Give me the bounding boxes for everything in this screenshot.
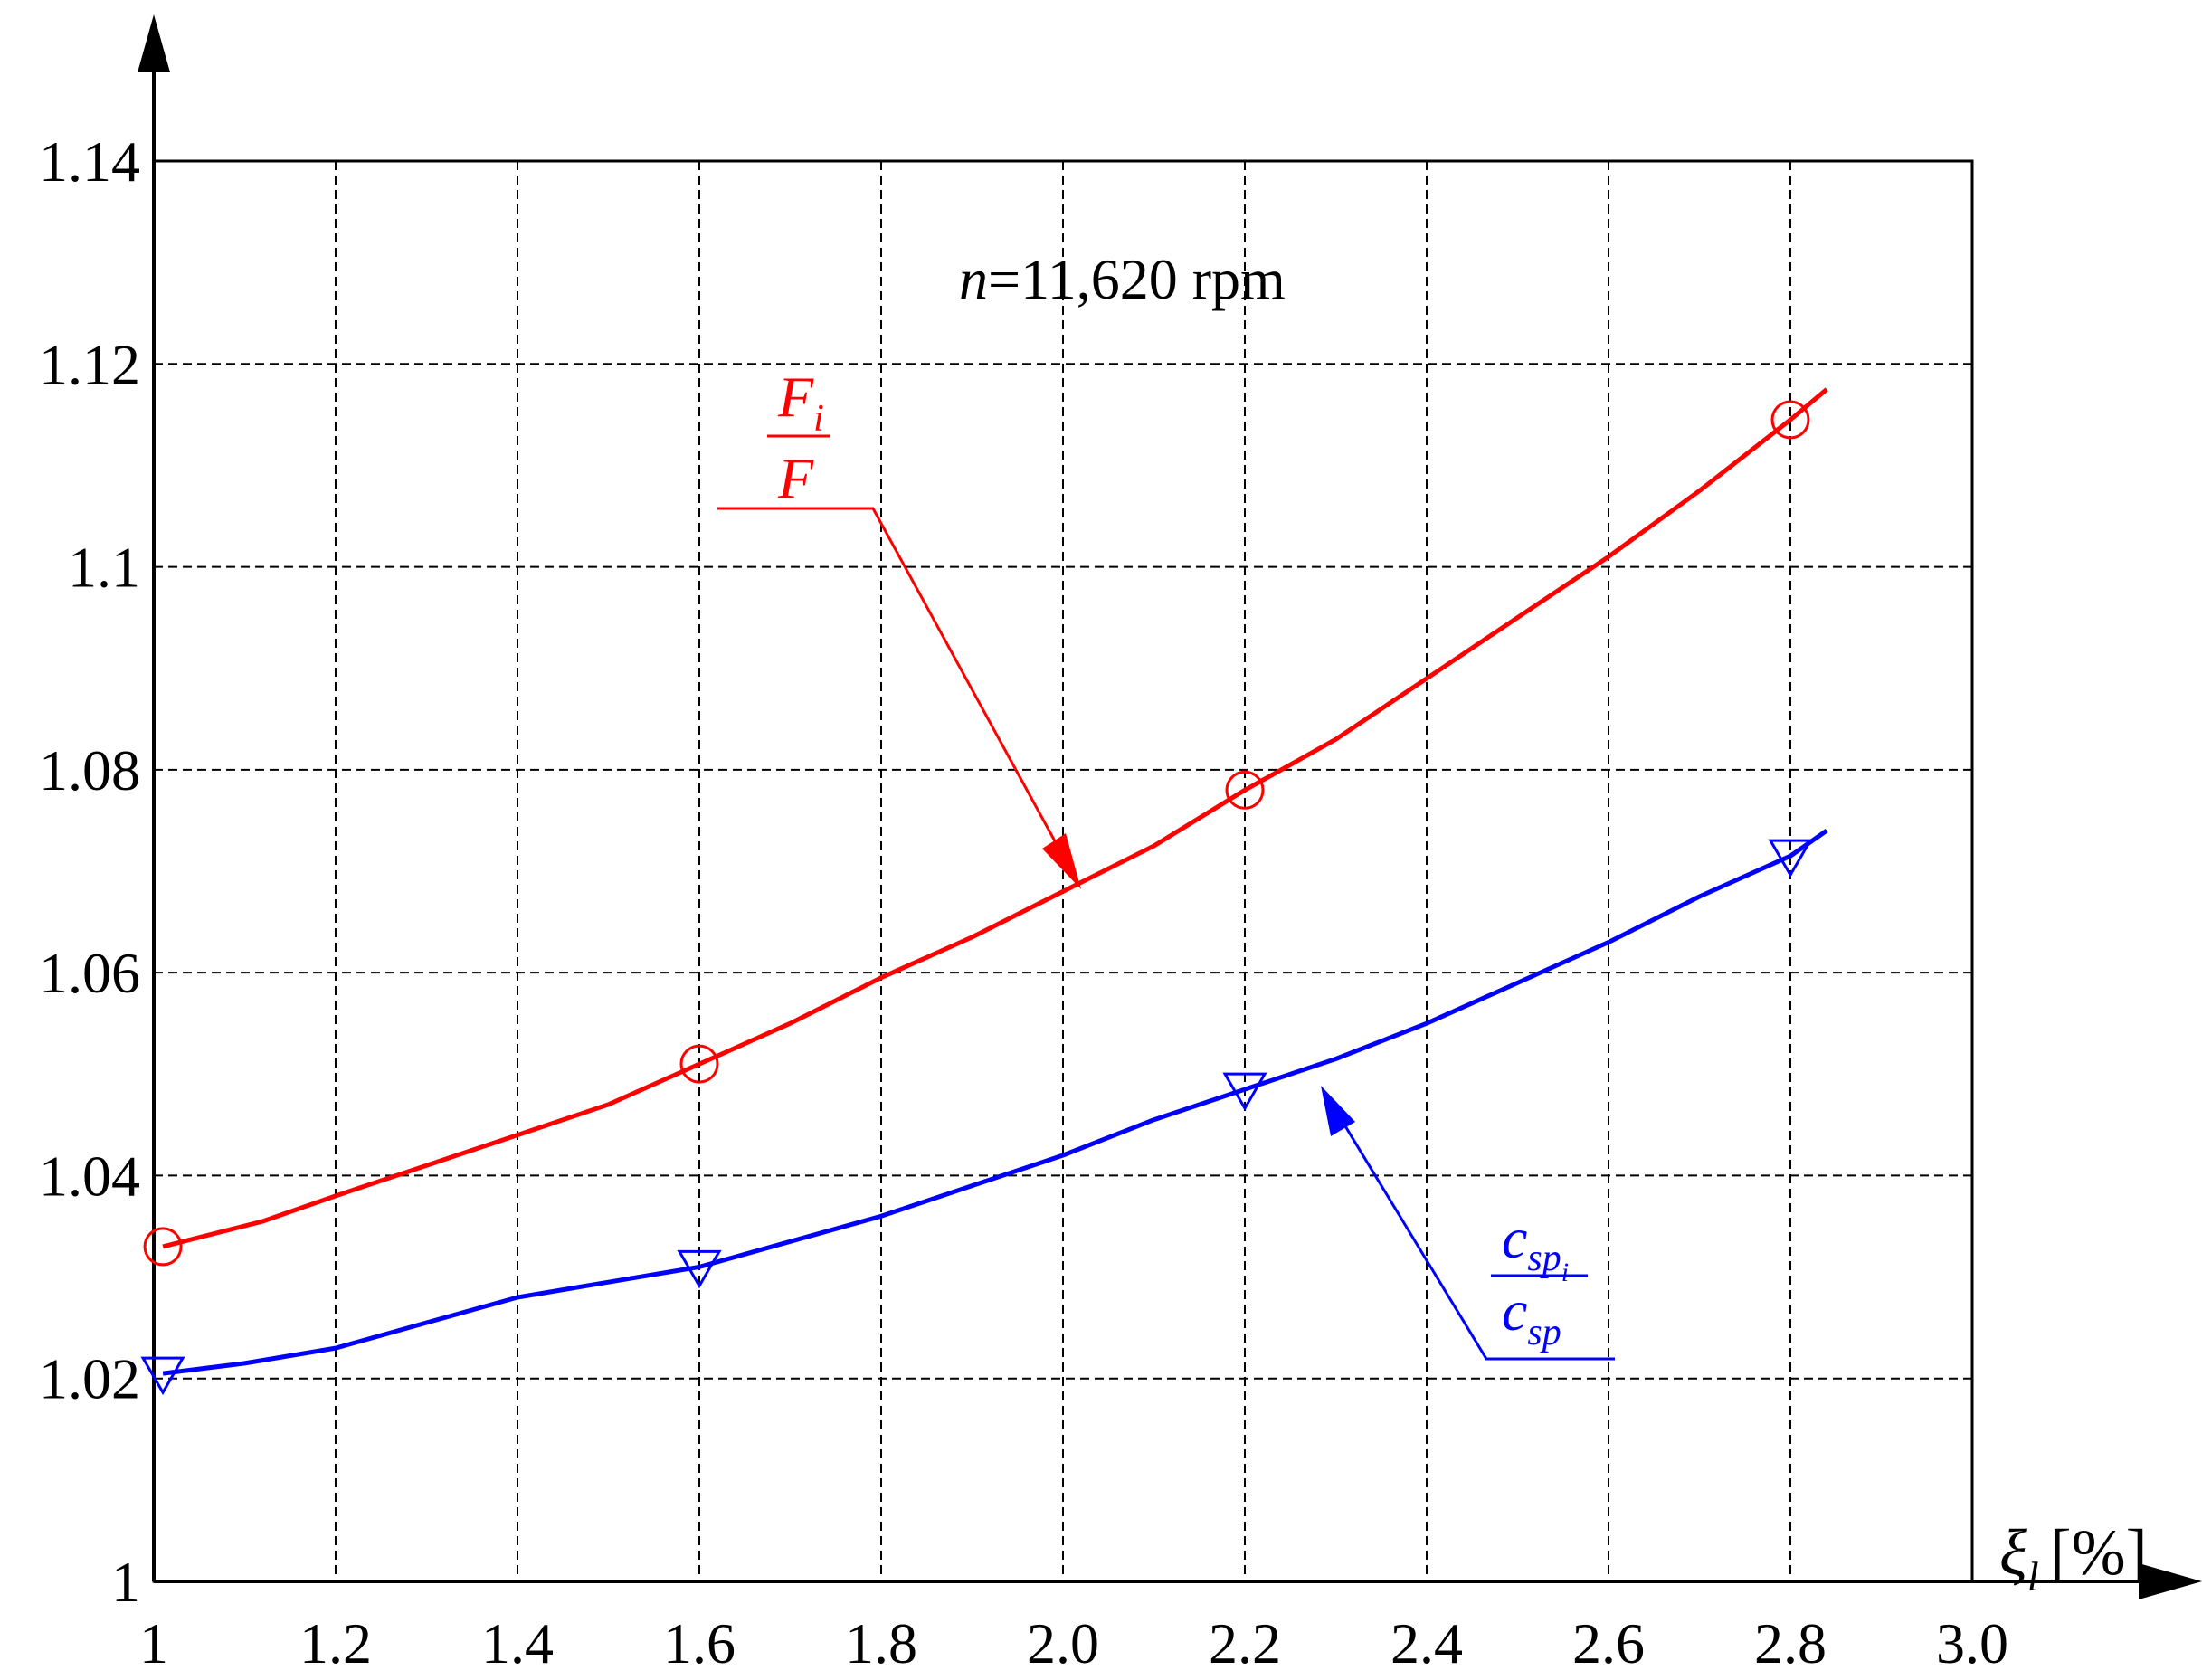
stiffness-ratio-arrowhead: [1321, 1086, 1355, 1136]
stiffness-ratio-marker: [677, 1249, 722, 1289]
force-ratio-marker: [143, 1227, 183, 1267]
y-tick-label: 1.08: [39, 738, 140, 802]
y-tick-label: 1.06: [39, 941, 140, 1005]
x-axis-arrowhead: [2139, 1563, 2202, 1599]
force-ratio-leader-line: [717, 507, 1077, 878]
x-axis-label: ξl [%]: [1999, 1516, 2148, 1599]
y-tick-label: 1.14: [39, 129, 140, 194]
stiffness-ratio-marker: [1768, 839, 1813, 878]
speed-annotation: n=11,620 rpm: [959, 247, 1286, 311]
x-tick-label: 2.8: [1754, 1611, 1827, 1675]
stiffness-ratio-leader-line: [1333, 1107, 1615, 1361]
gridlines: [154, 161, 1972, 1581]
x-tick-label: 2.6: [1572, 1611, 1645, 1675]
force-ratio-numerator: Fi: [777, 365, 824, 440]
y-tick-label: 1.1: [68, 536, 140, 600]
force-ratio-label: Fi F: [717, 365, 1081, 889]
y-tick-label: 1.12: [39, 332, 140, 396]
x-tick-label: 2.0: [1027, 1611, 1099, 1675]
force-ratio-marker: [1225, 770, 1265, 810]
series: [140, 387, 1828, 1396]
stiffness-ratio-label: cspi csp: [1321, 1086, 1615, 1361]
force-ratio-arrowhead: [1042, 833, 1081, 889]
tick-labels: 1 1.2 1.4 1.6 1.8 2.0 2.2 2.4 2.6 2.8 3.0 1 1.02 1.04…: [39, 129, 2008, 1675]
x-tick-label: 1.8: [845, 1611, 917, 1675]
stiffness-ratio-denominator: csp: [1502, 1278, 1561, 1353]
force-ratio-line: [162, 387, 1828, 1249]
stiffness-ratio-marker: [140, 1356, 185, 1396]
x-tick-label: 1: [139, 1611, 168, 1675]
x-tick-label: 2.2: [1209, 1611, 1281, 1675]
stiffness-ratio-numerator: cspi: [1502, 1206, 1569, 1287]
x-tick-label: 1.6: [663, 1611, 736, 1675]
x-tick-label: 1.4: [481, 1611, 554, 1675]
force-ratio-marker: [679, 1044, 719, 1084]
y-tick-label: 1: [111, 1550, 140, 1614]
y-axis-arrowhead: [138, 14, 170, 72]
force-ratio-denominator: F: [777, 446, 814, 510]
axes: [138, 14, 2202, 1599]
y-tick-label: 1.02: [39, 1347, 140, 1411]
y-tick-label: 1.04: [39, 1144, 140, 1208]
x-tick-label: 1.2: [299, 1611, 372, 1675]
stiffness-ratio-line: [162, 829, 1828, 1376]
stiffness-ratio-marker: [1222, 1072, 1267, 1112]
x-tick-label: 2.4: [1390, 1611, 1463, 1675]
x-tick-label: 3.0: [1936, 1611, 2008, 1675]
force-ratio-marker: [1770, 400, 1810, 440]
